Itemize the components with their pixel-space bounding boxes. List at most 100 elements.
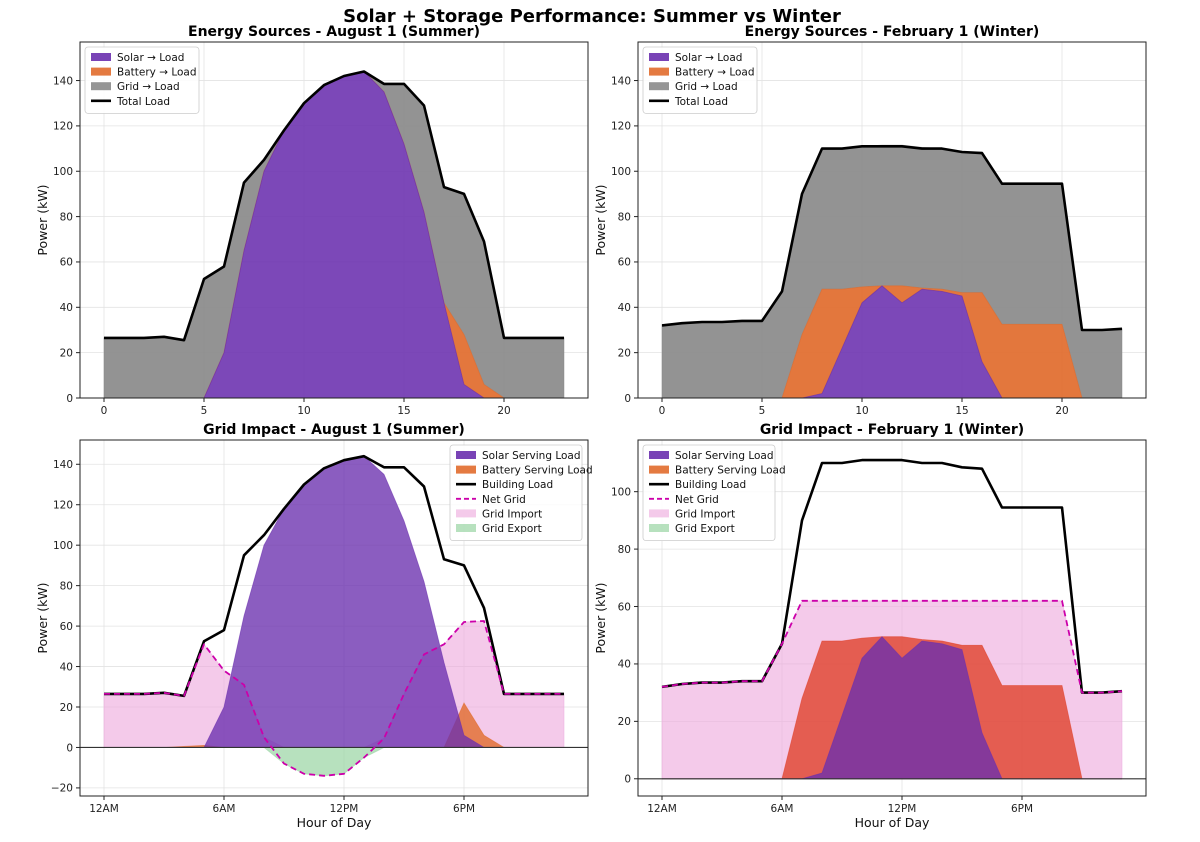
legend-swatch: [649, 451, 669, 459]
y-tick-label: 0: [66, 393, 73, 405]
legend-swatch: [649, 82, 669, 91]
legend-swatch: [91, 53, 111, 61]
plot-frame: [79, 439, 589, 797]
x-tick-label: 10: [297, 405, 310, 417]
y-tick-label: 60: [60, 257, 73, 269]
legend-swatch: [456, 465, 476, 474]
plot-frame: [637, 439, 1147, 797]
x-tick-label: 6AM: [213, 803, 236, 815]
legend-label: Grid Export: [482, 523, 542, 535]
legend-label: Grid Import: [675, 508, 735, 520]
y-tick-label: −20: [51, 783, 73, 795]
panel-title: Grid Impact - February 1 (Winter): [760, 422, 1024, 438]
y-tick-label: 80: [618, 544, 631, 556]
legend-box: [84, 46, 200, 114]
y-tick-label: 20: [60, 702, 73, 714]
figure-title: Solar + Storage Performance: Summer vs W…: [343, 6, 841, 27]
x-tick-label: 12PM: [330, 803, 359, 815]
y-tick-label: 120: [53, 121, 73, 133]
y-tick-label: 60: [618, 257, 631, 269]
y-tick-label: 40: [60, 302, 73, 314]
y-tick-label: 0: [624, 774, 631, 786]
legend-label: Grid → Load: [675, 81, 738, 93]
legend-swatch: [649, 465, 669, 474]
building-load-line: [661, 458, 1123, 694]
grid-export-area: [104, 747, 564, 777]
x-tick-label: 6PM: [1011, 803, 1033, 815]
x-tick-label: 15: [397, 405, 410, 417]
legend: Solar → Load Battery → Load Grid → Load Tot…: [642, 46, 758, 114]
y-tick-label: 20: [618, 716, 631, 728]
legend-label: Building Load: [482, 479, 553, 491]
y-tick-label: 80: [60, 580, 73, 592]
y-tick-label: 80: [60, 211, 73, 223]
y-tick-label: 80: [618, 211, 631, 223]
panel-winter-energy-sources: Energy Sources - February 1 (Winter) 0 20 4…: [593, 24, 1147, 417]
legend-swatch: [649, 67, 669, 76]
y-tick-label: 120: [53, 500, 73, 512]
x-axis-label: Hour of Day: [297, 815, 372, 830]
legend-label: Battery Serving Load: [675, 465, 786, 477]
y-tick-label: 0: [66, 742, 73, 754]
legend: Solar Serving Load Battery Serving Load Bu…: [642, 444, 786, 541]
total-load-line: [661, 145, 1123, 332]
y-tick-label: 20: [618, 347, 631, 359]
y-axis-label: Power (kW): [35, 582, 50, 653]
panel-title: Energy Sources - August 1 (Summer): [188, 24, 480, 40]
x-tick-label: 20: [1055, 405, 1068, 417]
legend-label: Solar Serving Load: [675, 450, 774, 462]
legend-label: Total Load: [116, 96, 170, 108]
legend-swatch: [456, 524, 476, 532]
legend-label: Grid → Load: [117, 81, 180, 93]
y-tick-label: 100: [53, 166, 73, 178]
legend-swatch: [649, 524, 669, 532]
y-tick-label: 40: [618, 659, 631, 671]
legend-swatch: [456, 509, 476, 518]
y-tick-label: 100: [611, 486, 631, 498]
x-axis-label: Hour of Day: [855, 815, 930, 830]
y-tick-label: 140: [53, 75, 73, 87]
legend-label: Battery Serving Load: [482, 465, 593, 477]
legend-swatch: [91, 67, 111, 76]
y-tick-label: 100: [53, 540, 73, 552]
legend-label: Grid Import: [482, 508, 542, 520]
x-tick-label: 6PM: [453, 803, 475, 815]
x-tick-label: 12AM: [89, 803, 119, 815]
legend-label: Battery → Load: [117, 67, 197, 79]
y-axis-label: Power (kW): [593, 582, 608, 653]
x-tick-label: 10: [855, 405, 868, 417]
x-tick-label: 6AM: [771, 803, 794, 815]
plot-frame: [79, 41, 589, 399]
y-tick-label: 100: [611, 166, 631, 178]
net-grid-line: [661, 599, 1123, 694]
legend-label: Solar → Load: [117, 52, 184, 64]
legend-label: Total Load: [674, 96, 728, 108]
x-tick-label: 12PM: [888, 803, 917, 815]
y-tick-label: 140: [53, 459, 73, 471]
legend-box: [449, 444, 583, 541]
legend-swatch: [649, 53, 669, 61]
x-tick-label: 20: [497, 405, 510, 417]
total-load-line: [104, 70, 564, 342]
x-tick-label: 5: [201, 405, 208, 417]
legend-swatch: [649, 509, 669, 518]
y-tick-label: 40: [60, 661, 73, 673]
legend-box: [642, 444, 776, 541]
legend: Solar → Load Battery → Load Grid → Load Tot…: [84, 46, 200, 114]
x-tick-label: 0: [101, 405, 108, 417]
y-tick-label: 60: [618, 601, 631, 613]
plot-frame: [637, 41, 1147, 399]
legend-box: [642, 46, 758, 114]
net-grid-line: [104, 620, 564, 777]
panel-summer-energy-sources: Energy Sources - August 1 (Summer) 0 20 40 6…: [35, 24, 589, 417]
legend-swatch: [91, 82, 111, 91]
y-tick-label: 40: [618, 302, 631, 314]
legend-label: Grid Export: [675, 523, 735, 535]
y-tick-label: 60: [60, 621, 73, 633]
x-tick-label: 5: [759, 405, 766, 417]
y-tick-label: 20: [60, 347, 73, 359]
legend-label: Building Load: [675, 479, 746, 491]
panel-summer-grid-impact: Grid Impact - August 1 (Summer) −20 0 20 40 6…: [35, 422, 593, 830]
legend-label: Solar → Load: [675, 52, 742, 64]
